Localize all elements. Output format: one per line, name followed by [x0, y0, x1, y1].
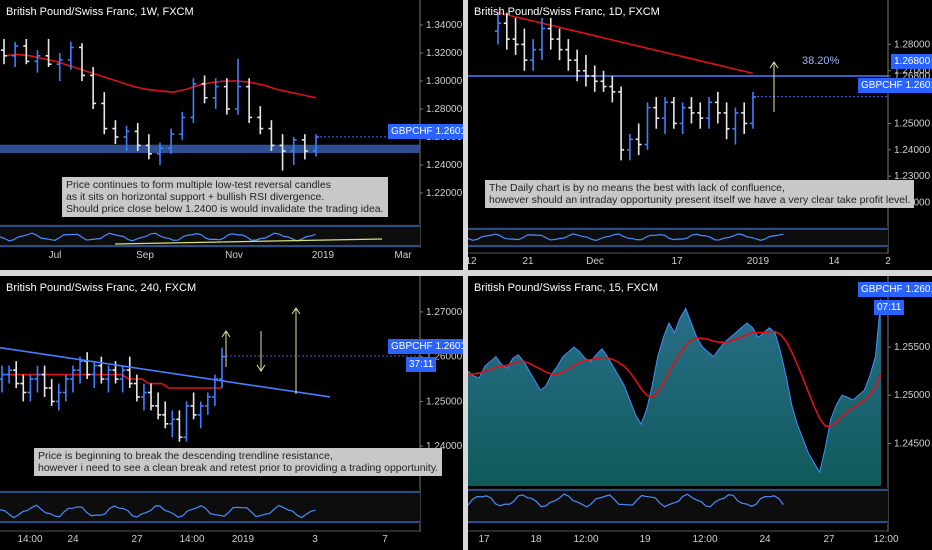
weekly-chart-title: British Pound/Swiss Franc, 1W, FXCM — [6, 6, 194, 18]
h4-x-tick-label: 2019 — [232, 534, 255, 545]
daily-x-tick-label: 21 — [522, 256, 534, 267]
daily-y-tick-label: 1.27000 — [894, 66, 931, 77]
weekly-moving-average — [3, 53, 317, 99]
daily-x-tick-label: 2 — [885, 256, 891, 267]
h4-note-line-1: Price is beginning to break the descendi… — [38, 450, 333, 462]
m15-y-tick-label: 1.25000 — [894, 390, 931, 401]
h4-chart-panel[interactable]: 1.27000 1.26000 1.25000 1.24000 14:00 24 27 14:… — [0, 276, 463, 550]
daily-y-tick-label: 1.23000 — [894, 171, 931, 182]
daily-y-tick-label: 1.28000 — [894, 39, 931, 50]
m15-x-tick-label: 12:00 — [692, 534, 717, 545]
h4-countdown-tag: 37:11 — [406, 357, 437, 372]
daily-analysis-note: The Daily chart is by no means the best … — [485, 180, 915, 208]
weekly-x-tick-label: 2019 — [312, 250, 335, 261]
daily-rsi-line — [468, 233, 784, 242]
weekly-note-line-1: Price continues to form multiple low-tes… — [66, 179, 331, 191]
weekly-note-line-3: Should price close below 1.2400 is would… — [66, 203, 384, 215]
m15-x-tick-label: 12:00 — [573, 534, 598, 545]
weekly-x-tick-label: Mar — [394, 250, 412, 261]
daily-x-tick-label: 17 — [671, 256, 683, 267]
weekly-support-zone — [0, 144, 420, 154]
h4-y-tick-label: 1.25000 — [426, 396, 463, 407]
daily-note-line-1: The Daily chart is by no means the best … — [489, 182, 785, 194]
h4-x-tick-label: 7 — [382, 534, 388, 545]
h4-analysis-note: Price is beginning to break the descendi… — [34, 448, 443, 476]
h4-y-tick-label: 1.27000 — [426, 307, 463, 318]
weekly-rsi-divergence-line — [114, 238, 383, 245]
h4-x-tick-label: 14:00 — [179, 534, 204, 545]
m15-moving-average — [468, 330, 882, 427]
m15-chart-title: British Pound/Swiss Franc, 15, FXCM — [474, 282, 659, 294]
h4-arrow-up-large-head — [291, 307, 301, 315]
weekly-x-tick-label: Sep — [136, 250, 154, 261]
weekly-y-tick-label: 1.30000 — [426, 76, 463, 87]
m15-rsi-line — [468, 493, 784, 508]
m15-rsi-pane — [468, 488, 888, 524]
weekly-y-tick-label: 1.28000 — [426, 104, 463, 115]
h4-arrow-up-small-head — [221, 330, 231, 338]
daily-x-tick-label: Dec — [586, 256, 604, 267]
h4-arrow-down-head — [256, 364, 266, 372]
weekly-x-tick-label: Nov — [225, 250, 243, 261]
daily-chart-panel[interactable]: 1.28000 1.27000 1.26800 1.25000 1.24000 1.230… — [468, 0, 932, 270]
h4-price-tag: GBPCHF 1.26015 — [388, 339, 463, 354]
daily-x-tick-label: 12 — [468, 256, 477, 267]
m15-price-area — [468, 298, 881, 486]
weekly-y-tick-label: 1.24000 — [426, 160, 463, 171]
weekly-rsi-line — [0, 232, 316, 242]
m15-x-tick-label: 19 — [639, 534, 651, 545]
m15-x-tick-label: 17 — [478, 534, 490, 545]
weekly-x-tick-label: Jul — [49, 250, 62, 261]
daily-y-tick-label: 1.25000 — [894, 118, 931, 129]
h4-chart-title: British Pound/Swiss Franc, 240, FXCM — [6, 282, 197, 294]
daily-y-tick-label: 1.24000 — [894, 145, 931, 156]
weekly-rsi-pane — [0, 224, 420, 248]
daily-target-arrow-head — [769, 61, 779, 69]
weekly-chart-panel[interactable]: 1.340001.320001.300001.280001.260001.240… — [0, 0, 463, 270]
m15-x-tick-label: 18 — [530, 534, 542, 545]
weekly-chart-svg: 1.340001.320001.300001.280001.260001.240… — [0, 0, 463, 261]
m15-x-tick-label: 24 — [759, 534, 771, 545]
weekly-price-tag: GBPCHF 1.26015 — [388, 124, 463, 139]
h4-descending-trendline — [0, 346, 331, 398]
m15-x-tick-label: 27 — [823, 534, 835, 545]
m15-countdown-tag: 07:11 — [874, 300, 905, 315]
daily-price-tag: GBPCHF 1.26015 — [858, 78, 932, 93]
h4-note-line-2: however i need to see a clean break and … — [38, 462, 439, 474]
daily-moving-average — [497, 11, 754, 75]
m15-y-tick-label: 1.25500 — [894, 342, 931, 353]
m15-chart-panel[interactable]: 1.25500 1.25000 1.24500 17 18 12:00 19 12:00 24 2… — [468, 276, 932, 550]
weekly-y-tick-label: 1.34000 — [426, 20, 463, 31]
h4-rsi-line — [0, 504, 316, 519]
daily-y-tick-label: 1.26800 — [894, 71, 931, 82]
m15-chart-svg: 1.25500 1.25000 1.24500 17 18 12:00 19 12:00 24 2… — [468, 276, 931, 545]
h4-y-tick-label: 1.24000 — [426, 441, 463, 452]
daily-rsi-pane — [468, 227, 888, 248]
weekly-note-line-2: as it sits on horizontal support + bulli… — [66, 191, 325, 203]
m15-price-tag: GBPCHF 1.26015 — [858, 282, 932, 297]
weekly-y-tick-label: 1.22000 — [426, 188, 463, 199]
fib-level-label: 38.20% — [802, 55, 840, 67]
daily-note-line-2: however should an intraday opportunity p… — [489, 194, 911, 206]
h4-x-tick-label: 27 — [131, 534, 143, 545]
daily-x-tick-label: 14 — [828, 256, 840, 267]
m15-x-tick-label: 12:00 — [873, 534, 898, 545]
weekly-y-tick-label: 1.32000 — [426, 48, 463, 59]
daily-chart-title: British Pound/Swiss Franc, 1D, FXCM — [474, 6, 660, 18]
weekly-analysis-note: Price continues to form multiple low-tes… — [62, 177, 388, 217]
h4-rsi-pane — [0, 490, 420, 524]
h4-chart-svg: 1.27000 1.26000 1.25000 1.24000 14:00 24 27 14:… — [0, 276, 463, 545]
h4-x-tick-label: 24 — [67, 534, 79, 545]
m15-price-line — [468, 298, 882, 474]
fib-level-tag: 1.26800 — [891, 54, 932, 69]
h4-y-tick-label: 1.26000 — [426, 352, 463, 363]
h4-x-tick-label: 14:00 — [17, 534, 42, 545]
daily-x-tick-label: 2019 — [747, 256, 770, 267]
h4-x-tick-label: 3 — [312, 534, 318, 545]
m15-y-tick-label: 1.24500 — [894, 438, 931, 449]
horizontal-divider — [0, 270, 932, 276]
